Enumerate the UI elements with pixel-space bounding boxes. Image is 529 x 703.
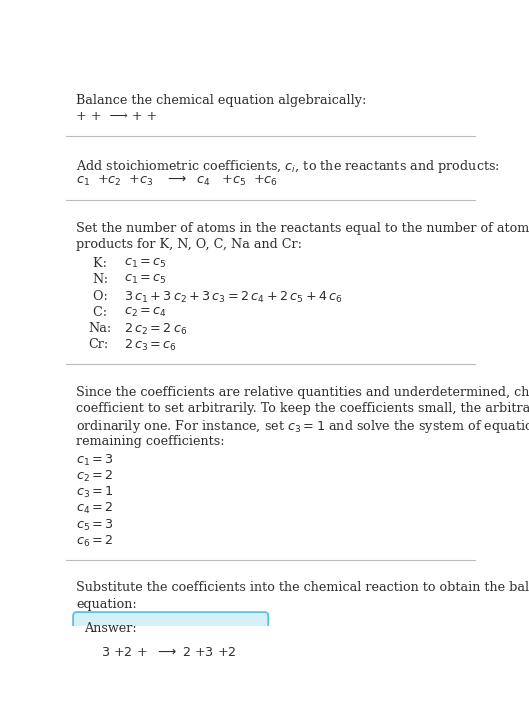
Text: $c_2 = 2$: $c_2 = 2$ xyxy=(76,469,114,484)
Text: $3\,c_1 + 3\,c_2 + 3\,c_3 = 2\,c_4 + 2\,c_5 + 4\,c_6$: $3\,c_1 + 3\,c_2 + 3\,c_3 = 2\,c_4 + 2\,… xyxy=(124,290,342,304)
Text: $c_1 = 3$: $c_1 = 3$ xyxy=(76,453,114,467)
Text: $c_4 = 2$: $c_4 = 2$ xyxy=(76,501,114,516)
Text: $c_1$  +$c_2$  +$c_3$   $\longrightarrow$  $c_4$   +$c_5$  +$c_6$: $c_1$ +$c_2$ +$c_3$ $\longrightarrow$ $c… xyxy=(76,174,278,188)
Text: equation:: equation: xyxy=(76,598,137,610)
Text: $3$ +$2$ +  $\longrightarrow$ $2$ +$3$ +$2$: $3$ +$2$ + $\longrightarrow$ $2$ +$3$ +$… xyxy=(101,646,236,659)
Text: $2\,c_2 = 2\,c_6$: $2\,c_2 = 2\,c_6$ xyxy=(124,322,187,337)
Text: K:: K: xyxy=(89,257,107,270)
Text: $c_2 = c_4$: $c_2 = c_4$ xyxy=(124,306,167,319)
Text: ordinarily one. For instance, set $c_3 = 1$ and solve the system of equations fo: ordinarily one. For instance, set $c_3 =… xyxy=(76,418,529,435)
Text: $c_6 = 2$: $c_6 = 2$ xyxy=(76,534,114,549)
Text: O:: O: xyxy=(89,290,107,302)
Text: N:: N: xyxy=(89,273,108,286)
Text: $2\,c_3 = c_6$: $2\,c_3 = c_6$ xyxy=(124,338,177,354)
Text: + +  ⟶ + +: + + ⟶ + + xyxy=(76,110,158,123)
Text: products for K, N, O, C, Na and Cr:: products for K, N, O, C, Na and Cr: xyxy=(76,238,303,251)
Text: Set the number of atoms in the reactants equal to the number of atoms in the: Set the number of atoms in the reactants… xyxy=(76,222,529,235)
FancyBboxPatch shape xyxy=(73,612,268,683)
Text: $c_1 = c_5$: $c_1 = c_5$ xyxy=(124,257,166,270)
Text: Balance the chemical equation algebraically:: Balance the chemical equation algebraica… xyxy=(76,94,367,107)
Text: $c_1 = c_5$: $c_1 = c_5$ xyxy=(124,273,166,286)
Text: Answer:: Answer: xyxy=(85,622,138,635)
Text: Since the coefficients are relative quantities and underdetermined, choose a: Since the coefficients are relative quan… xyxy=(76,386,529,399)
Text: C:: C: xyxy=(89,306,107,318)
Text: $c_5 = 3$: $c_5 = 3$ xyxy=(76,517,114,532)
Text: coefficient to set arbitrarily. To keep the coefficients small, the arbitrary va: coefficient to set arbitrarily. To keep … xyxy=(76,402,529,415)
Text: Na:: Na: xyxy=(89,322,112,335)
Text: Cr:: Cr: xyxy=(89,338,109,352)
Text: Add stoichiometric coefficients, $c_i$, to the reactants and products:: Add stoichiometric coefficients, $c_i$, … xyxy=(76,158,500,175)
Text: remaining coefficients:: remaining coefficients: xyxy=(76,434,225,448)
Text: $c_3 = 1$: $c_3 = 1$ xyxy=(76,485,114,500)
Text: Substitute the coefficients into the chemical reaction to obtain the balanced: Substitute the coefficients into the che… xyxy=(76,581,529,594)
